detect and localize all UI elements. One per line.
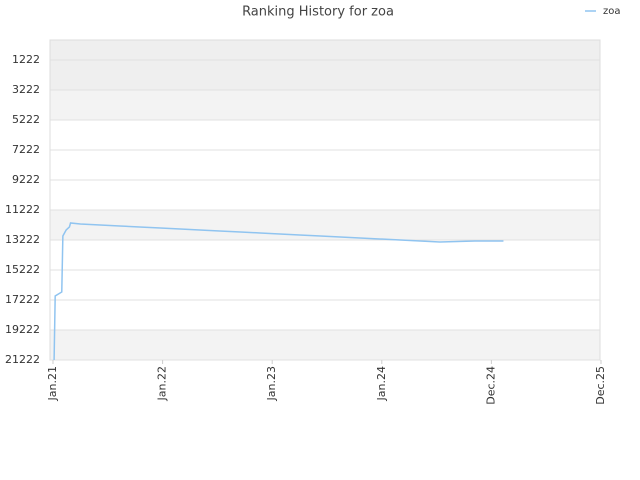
x-tick-label: Jan.23 [265, 366, 278, 401]
y-tick-label: 3222 [12, 83, 40, 96]
x-tick-label: Jan.21 [46, 366, 59, 401]
y-tick-label: 7222 [12, 143, 40, 156]
y-tick-label: 1222 [12, 53, 40, 66]
y-tick-label: 19222 [5, 323, 40, 336]
x-tick-label: Dec.24 [484, 366, 497, 405]
y-tick-label: 15222 [5, 263, 40, 276]
y-tick-label: 5222 [12, 113, 40, 126]
y-tick-label: 11222 [5, 203, 40, 216]
data-line [53, 222, 504, 361]
plot-band [50, 330, 600, 360]
plot-band [50, 210, 600, 241]
y-tick-label: 13222 [5, 233, 40, 246]
plot-band [50, 90, 600, 121]
x-tick-label: Jan.22 [156, 366, 169, 401]
legend-label: zoa [603, 6, 621, 17]
plot-band [50, 40, 600, 91]
y-tick-label: 21222 [5, 353, 40, 366]
x-tick-label: Jan.24 [375, 366, 388, 401]
y-tick-label: 9222 [12, 173, 40, 186]
chart-title: Ranking History for zoa [242, 5, 394, 20]
y-tick-label: 17222 [5, 293, 40, 306]
x-tick-label: Dec.25 [594, 366, 607, 405]
